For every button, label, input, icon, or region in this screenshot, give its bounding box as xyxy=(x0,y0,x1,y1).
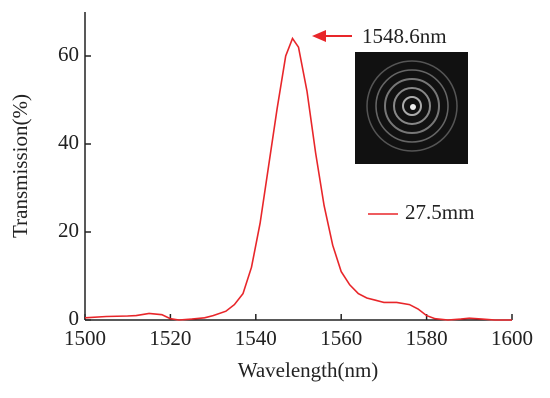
x-tick-label: 1520 xyxy=(149,326,191,350)
data-line xyxy=(84,36,512,321)
inset-image xyxy=(355,52,468,164)
x-tick-label: 1560 xyxy=(320,326,362,350)
x-tick-label: 1580 xyxy=(406,326,448,350)
x-tick-label: 1540 xyxy=(235,326,277,350)
x-tick-label: 1600 xyxy=(491,326,533,350)
annotation-arrowhead xyxy=(312,30,326,42)
y-tick-label: 0 xyxy=(69,306,80,330)
y-tick-label: 60 xyxy=(58,42,79,66)
y-axis-label: Transmission(%) xyxy=(8,94,32,238)
annotation: 1548.6nm xyxy=(362,24,447,48)
x-tick-label: 1500 xyxy=(64,326,106,350)
x-axis-label: Wavelength(nm) xyxy=(238,358,379,382)
y-tick-label: 20 xyxy=(58,218,79,242)
legend-label: 27.5mm xyxy=(405,200,474,224)
y-tick-label: 40 xyxy=(58,130,79,154)
